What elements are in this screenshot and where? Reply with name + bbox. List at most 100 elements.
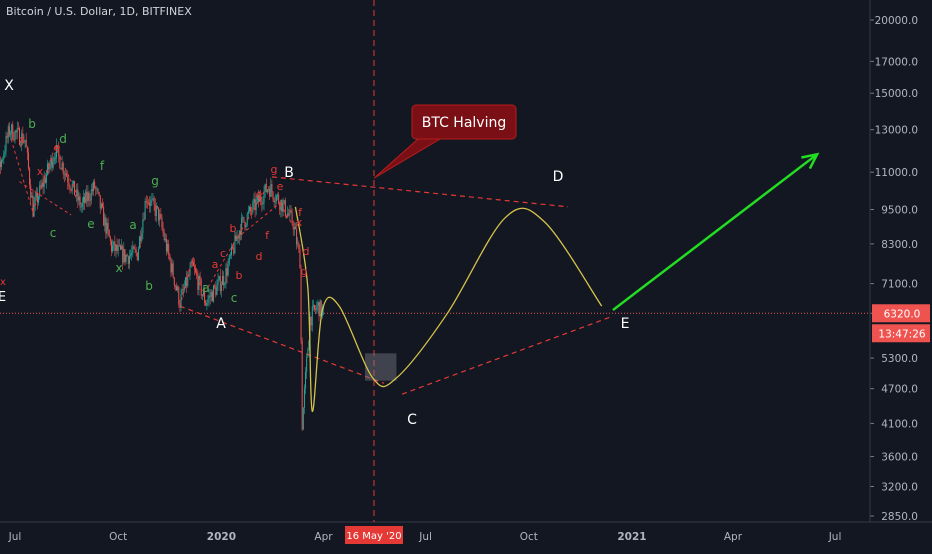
candle-body — [235, 235, 237, 241]
candle-body — [4, 151, 6, 155]
wave-label-minor: b — [145, 279, 153, 293]
candle-body — [10, 133, 12, 135]
candle-body — [231, 246, 233, 256]
candle-body — [165, 238, 167, 252]
candle-body — [187, 275, 189, 287]
candle-body — [316, 306, 318, 311]
candle-body — [305, 372, 307, 389]
callout-text: BTC Halving — [422, 115, 507, 131]
candle-body — [23, 141, 25, 143]
candle-body — [161, 217, 163, 228]
wave-line — [179, 259, 193, 307]
candle-body — [134, 248, 136, 250]
candle-body — [229, 255, 231, 256]
last-price-tag — [872, 304, 930, 323]
candle-body — [174, 285, 176, 287]
wave-line — [8, 133, 34, 213]
candle-body — [219, 276, 221, 291]
wave-line — [191, 259, 207, 303]
candle-body — [279, 203, 281, 211]
candle-body — [99, 195, 101, 209]
candle-body — [176, 286, 178, 291]
candle-body — [144, 201, 146, 220]
candle-body — [62, 162, 64, 174]
wave-label-major: D — [553, 169, 564, 185]
wave-label-minor: g — [271, 163, 278, 176]
candle-body — [16, 127, 18, 133]
candle-body — [314, 305, 316, 310]
candle-body — [247, 211, 249, 214]
candle-body — [277, 194, 279, 196]
candle-body — [285, 215, 287, 218]
candle-body — [224, 284, 226, 286]
candle-body — [52, 161, 54, 168]
candle-body — [169, 254, 171, 260]
candle-body — [137, 248, 139, 261]
candle-body — [239, 230, 241, 235]
candle-body — [61, 162, 63, 170]
candle-body — [196, 272, 198, 276]
candle-body — [31, 195, 33, 198]
candle-body — [266, 189, 268, 193]
candle-body — [311, 306, 313, 326]
candle-body — [122, 246, 124, 263]
candle-body — [66, 173, 68, 177]
candle-body — [168, 243, 170, 255]
candle-body — [204, 291, 206, 303]
wave-label-minor: d — [256, 250, 263, 263]
candle-body — [51, 157, 53, 168]
wave-label-minor: e — [54, 141, 61, 154]
y-tick-label: 13000.0 — [875, 125, 918, 137]
wave-label-major: C — [407, 412, 417, 428]
candle-body — [291, 211, 293, 224]
y-tick-label: 17000.0 — [875, 56, 918, 68]
candle-body — [146, 202, 148, 204]
candle-body — [195, 268, 197, 273]
candle-body — [73, 180, 75, 196]
candle-body — [12, 124, 14, 140]
candle-body — [251, 211, 253, 212]
candle-body — [153, 198, 155, 205]
candle-body — [299, 248, 301, 269]
candle-body — [36, 192, 38, 203]
candle-body — [262, 203, 264, 205]
candle-body — [18, 128, 20, 145]
candle-body — [312, 305, 314, 307]
candle-body — [81, 202, 83, 207]
candle-body — [152, 198, 154, 200]
wave-label-minor: x — [37, 165, 44, 178]
candle-body — [93, 181, 95, 191]
candle-body — [5, 136, 7, 152]
wave-label-minor: g — [151, 174, 159, 188]
candle-body — [100, 203, 102, 209]
candle-body — [141, 233, 143, 241]
candle-body — [97, 188, 99, 192]
candle-body — [252, 202, 254, 212]
candle-body — [78, 196, 80, 201]
countdown-value: 13:47:26 — [878, 328, 925, 340]
breakout-arrowhead — [801, 152, 820, 170]
candle-body — [135, 249, 137, 253]
candle-body — [131, 252, 133, 255]
candle-body — [275, 195, 277, 201]
wave-label-minor: x — [296, 216, 303, 229]
candle-body — [103, 206, 105, 226]
candle-body — [45, 174, 47, 183]
wave-label-major: X — [4, 78, 14, 94]
candle-body — [86, 191, 88, 202]
candle-body — [53, 157, 55, 162]
candle-body — [150, 200, 152, 206]
candle-body — [20, 144, 22, 146]
wave-line — [19, 181, 72, 216]
candle-body — [248, 207, 250, 212]
candle-body — [290, 210, 292, 212]
candle-body — [172, 263, 174, 278]
candle-body — [113, 241, 115, 246]
candle-body — [104, 217, 106, 226]
candle-body — [192, 262, 194, 266]
candle-body — [27, 152, 29, 169]
candle-body — [147, 202, 149, 204]
candle-body — [171, 263, 173, 273]
